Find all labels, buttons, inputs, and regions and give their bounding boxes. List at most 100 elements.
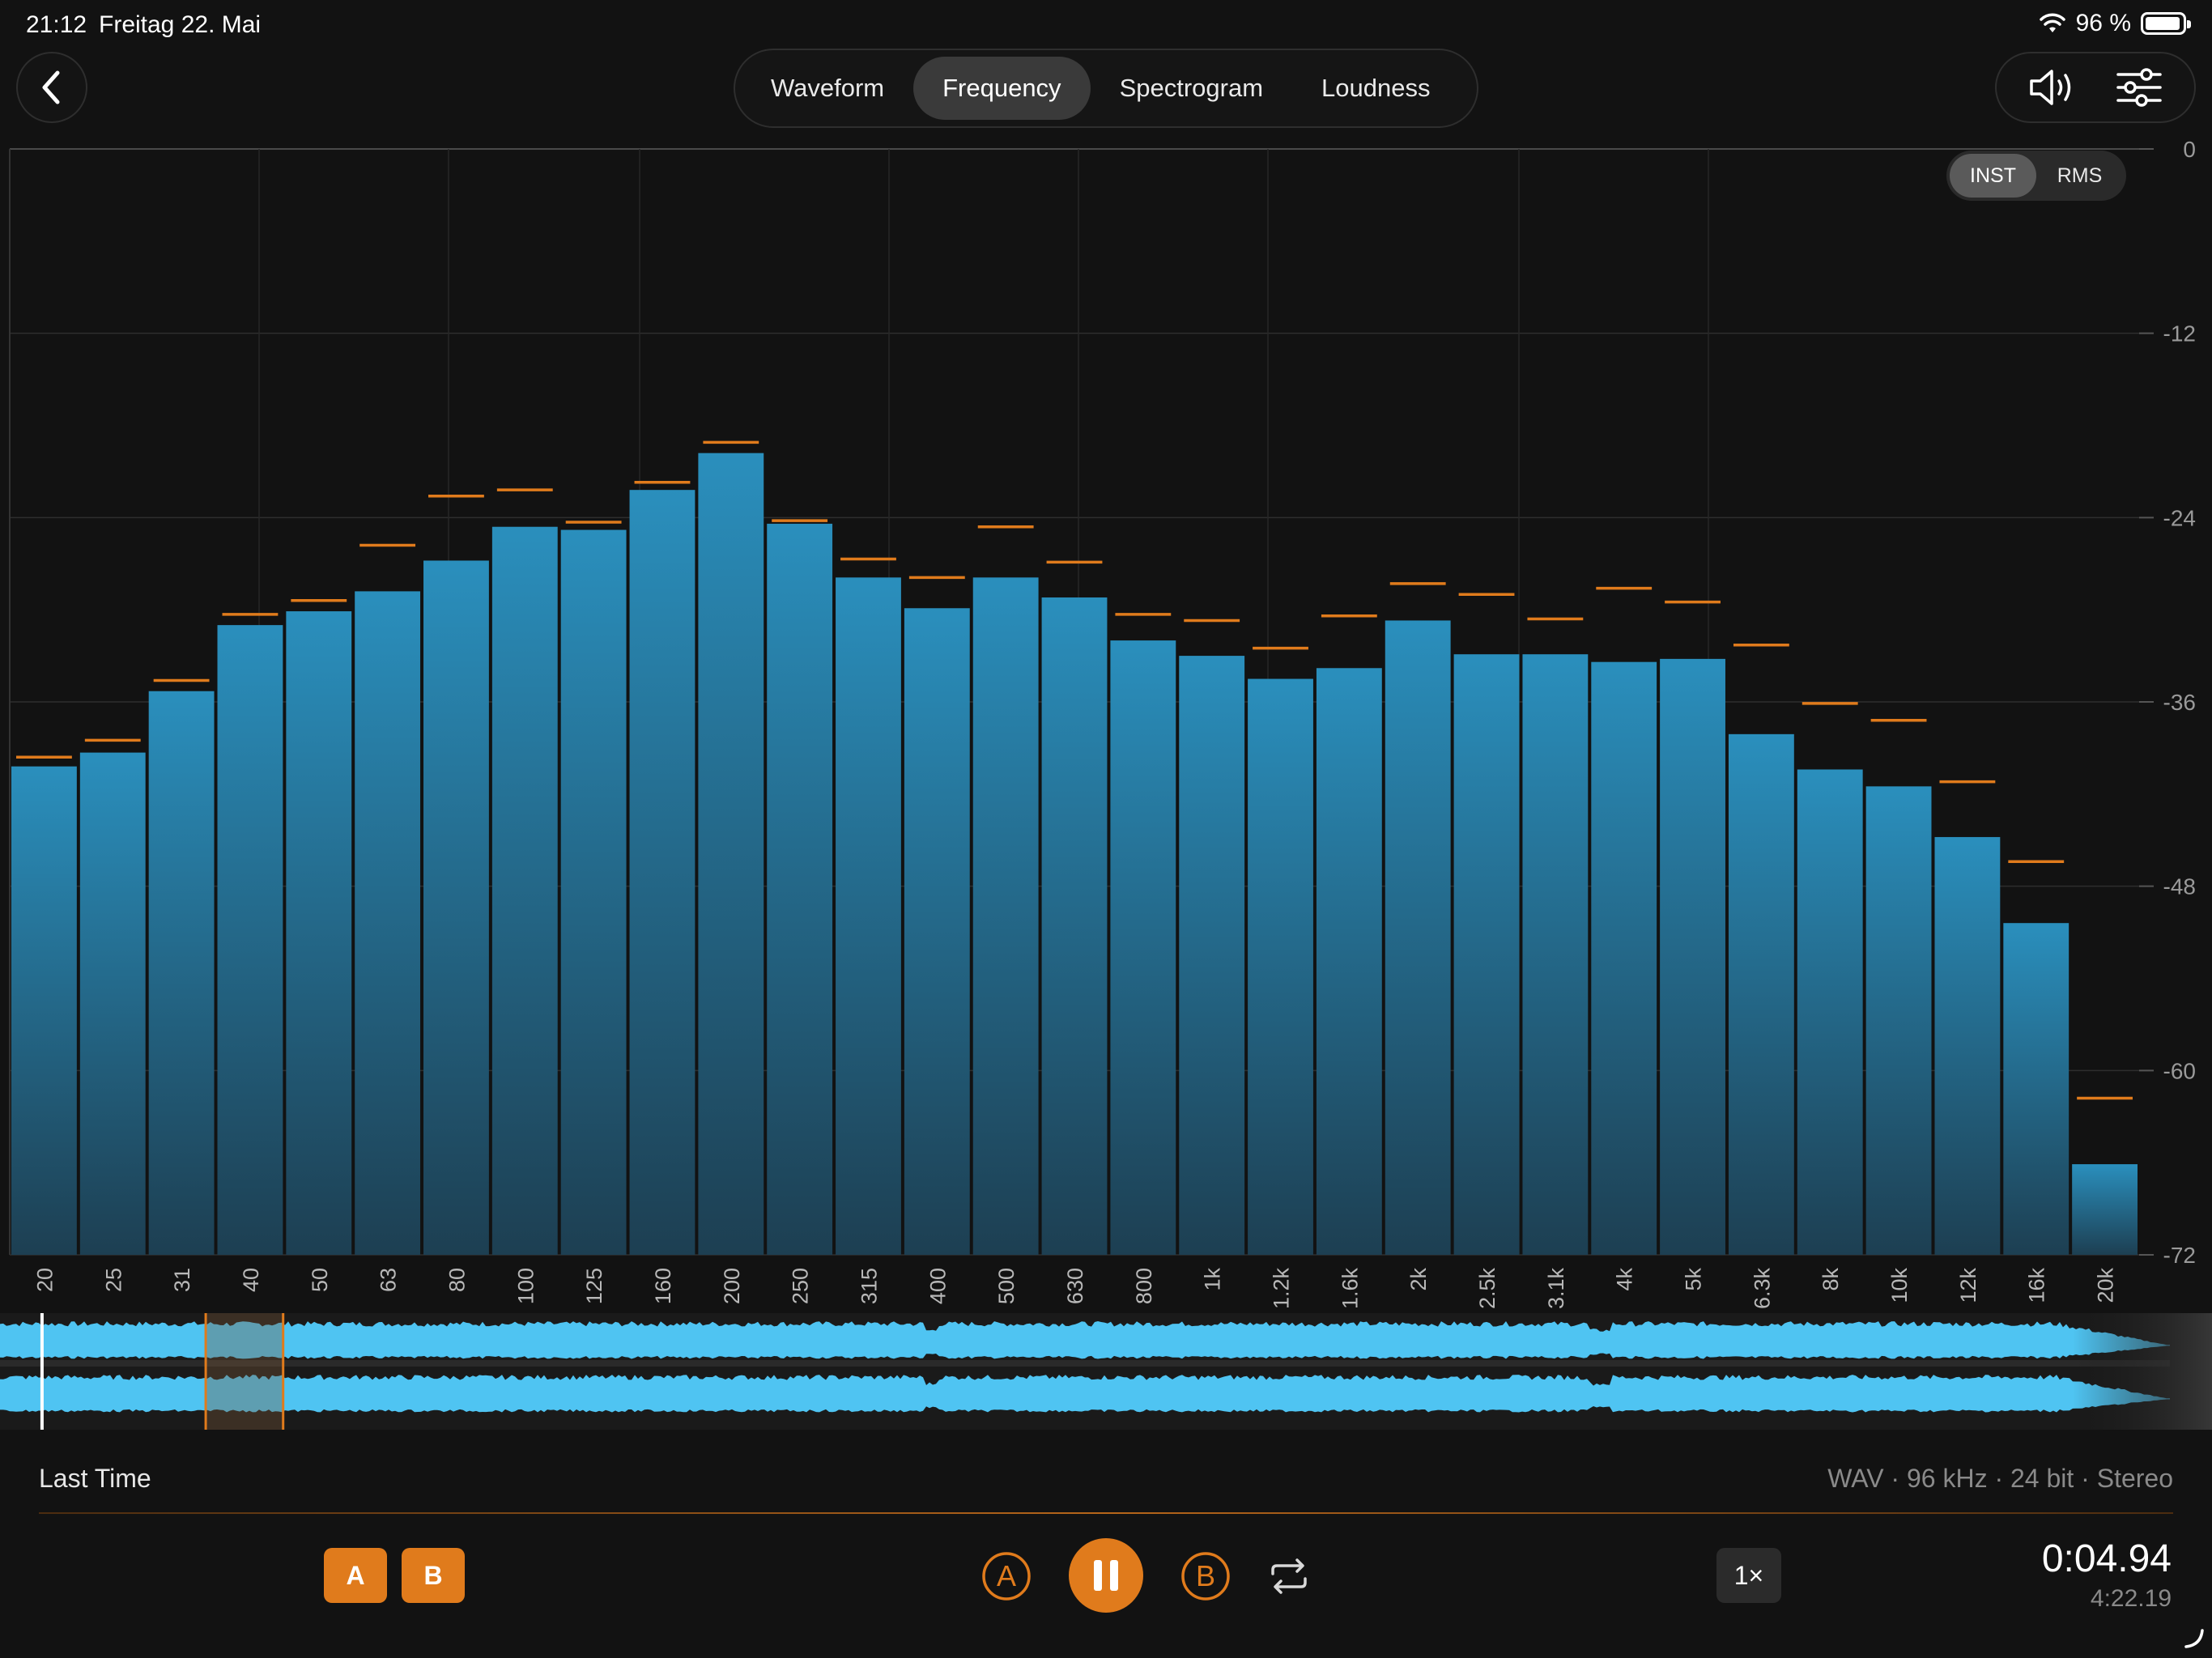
x-tick-label: 160 [651,1268,675,1304]
toolbar-right [1995,52,2196,123]
marker-a-icon [982,1552,1031,1601]
frequency-bar [1797,769,1863,1255]
loop-selection[interactable] [206,1313,283,1430]
x-tick-label: 125 [582,1268,606,1304]
pause-button[interactable] [1069,1538,1143,1613]
sliders-icon [2116,68,2162,107]
jump-to-b-button[interactable]: B [1180,1551,1231,1601]
track-info: Last Time WAV · 96 kHz · 24 bit · Stereo [0,1449,2212,1514]
x-tick-label: 4k [1613,1268,1637,1291]
frequency-chart-svg: 0 -12 -24 -36 -48 -60 -72 20 25 31 40 50 63 80 100 125… [9,138,2196,1310]
repeat-icon [1271,1558,1307,1594]
tab-loudness[interactable]: Loudness [1321,74,1431,102]
marker-b-label: B [1195,1559,1215,1592]
current-time: 0:04.94 [2041,1537,2172,1580]
x-tick-label: 25 [101,1268,125,1292]
x-tick-label: 500 [994,1268,1019,1304]
frequency-bar [1934,836,2001,1255]
x-tick-label: 50 [308,1268,332,1292]
x-tick-label: 63 [376,1268,401,1292]
set-a-button[interactable]: A [324,1548,387,1603]
chevron-left-icon [42,70,60,104]
waveform-end-fade [2073,1313,2212,1430]
status-indicators: 96 % [2039,10,2191,37]
y-tick-label: 0 [2183,138,2196,162]
speaker-icon [2030,70,2071,105]
x-tick-label: 3.1k [1544,1268,1568,1310]
wifi-icon [2039,13,2065,32]
back-button[interactable] [16,52,87,123]
x-tick-label: 400 [925,1268,950,1304]
mode-inst[interactable]: INST [1950,154,2036,198]
frequency-bar [1316,668,1382,1255]
x-tick-label: 630 [1063,1268,1087,1304]
x-tick-label: 12k [1956,1268,1980,1303]
x-tick-label: 800 [1132,1268,1156,1304]
frequency-bar [629,490,696,1255]
frequency-bar [355,591,421,1255]
x-tick-label: 1.6k [1338,1268,1362,1310]
frequency-bar [1041,597,1108,1255]
frequency-bar [423,560,489,1255]
playback-speed-button[interactable]: 1× [1716,1548,1781,1603]
frequency-bar [79,752,146,1255]
y-tick-label: -36 [2163,690,2196,715]
marker-b-icon [1181,1552,1230,1601]
x-tick-label: 250 [789,1268,813,1304]
loop-button[interactable] [1268,1556,1310,1596]
frequency-bar [491,526,558,1255]
frequency-bar [217,625,283,1255]
x-tick-label: 10k [1887,1268,1912,1303]
frequency-bar [1179,656,1245,1255]
waveform-overview-svg[interactable] [0,1313,2212,1430]
x-tick-label: 16k [2025,1268,2049,1303]
frequency-chart: 0 -12 -24 -36 -48 -60 -72 20 25 31 40 50 63 80 100 125… [0,138,2212,1320]
x-tick-label: 315 [857,1268,881,1304]
jump-to-a-button[interactable]: A [981,1551,1032,1601]
divider [39,1512,2173,1514]
x-tick-label: 2k [1406,1268,1431,1291]
x-tick-label: 80 [445,1268,469,1292]
status-bar: 21:12 Freitag 22. Mai 96 % [0,0,2212,52]
tab-spectrogram[interactable]: Spectrogram [1119,74,1264,102]
frequency-bar [2003,923,2069,1255]
frequency-bar [972,577,1039,1255]
total-time: 4:22.19 [2090,1585,2172,1612]
mode-rms[interactable]: RMS [2057,164,2103,187]
status-date: Freitag 22. Mai [99,11,262,38]
frequency-bar [286,611,352,1255]
frequency-bar [2072,1164,2138,1255]
tab-waveform[interactable]: Waveform [771,74,885,102]
frequency-bar [1865,786,1932,1255]
battery-icon [2141,12,2191,35]
y-tick-label: -24 [2163,505,2196,530]
waveform-overview[interactable] [0,1313,2212,1430]
tab-frequency[interactable]: Frequency [913,57,1091,120]
y-tick-label: -60 [2163,1058,2196,1083]
track-title: Last Time [39,1464,151,1493]
frequency-bar [148,691,215,1255]
x-tick-label: 20 [32,1268,57,1292]
x-tick-label: 2.5k [1475,1268,1499,1310]
pause-icon [1094,1560,1118,1591]
frequency-bar [11,766,77,1255]
marker-a-label: A [996,1559,1016,1592]
x-tick-label: 6.3k [1750,1268,1774,1310]
settings-button[interactable] [2116,67,2163,108]
frequency-bar [1591,661,1657,1255]
y-tick-label: -48 [2163,874,2196,899]
waveform-channel-right [0,1375,2170,1413]
speaker-button[interactable] [2028,67,2082,108]
x-tick-label: 1k [1201,1268,1225,1291]
waveform-channel-left [0,1321,2170,1359]
frequency-bar [1728,733,1794,1255]
frequency-bar [904,608,970,1255]
view-tabs: Waveform Frequency Spectrogram Loudness [734,49,1478,128]
frequency-bar [1453,654,1520,1255]
frequency-bar [1660,658,1725,1255]
x-tick-label: 40 [239,1268,263,1292]
x-tick-label: 5k [1682,1268,1706,1291]
frequency-bar [1110,640,1176,1255]
status-time: 21:12 [26,11,87,38]
set-b-button[interactable]: B [402,1548,465,1603]
